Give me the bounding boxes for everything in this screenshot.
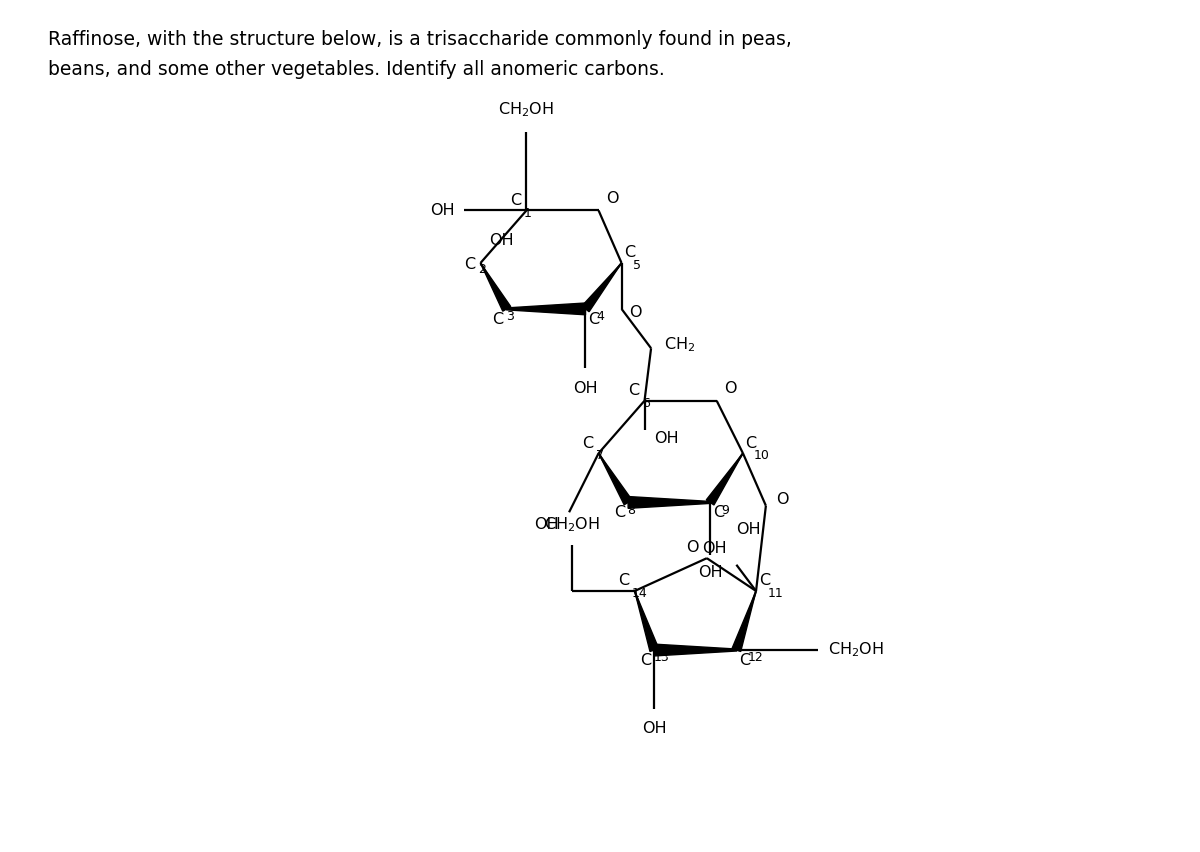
Text: 2: 2: [478, 263, 486, 276]
Polygon shape: [480, 263, 511, 311]
Text: C: C: [624, 245, 635, 261]
Text: OH: OH: [430, 203, 455, 218]
Text: C: C: [628, 383, 640, 398]
Text: 11: 11: [767, 587, 782, 600]
Text: CH$_2$OH: CH$_2$OH: [828, 641, 884, 659]
Polygon shape: [582, 263, 622, 312]
Polygon shape: [599, 453, 632, 504]
Polygon shape: [628, 497, 710, 509]
Text: C: C: [613, 505, 625, 520]
Text: O: O: [686, 540, 698, 555]
Polygon shape: [654, 644, 737, 656]
Text: OH: OH: [535, 517, 559, 532]
Text: O: O: [725, 381, 737, 396]
Text: 12: 12: [748, 652, 763, 665]
Text: 8: 8: [628, 504, 636, 517]
Text: 14: 14: [632, 587, 648, 600]
Text: OH: OH: [574, 381, 598, 396]
Text: C: C: [464, 256, 475, 272]
Text: C: C: [510, 193, 521, 208]
Text: beans, and some other vegetables. Identify all anomeric carbons.: beans, and some other vegetables. Identi…: [48, 60, 665, 78]
Polygon shape: [707, 453, 743, 505]
Text: 7: 7: [596, 449, 604, 463]
Text: 5: 5: [632, 259, 641, 272]
Text: 9: 9: [721, 504, 730, 517]
Text: OH: OH: [702, 541, 726, 556]
Polygon shape: [732, 591, 756, 652]
Polygon shape: [506, 303, 586, 314]
Text: 13: 13: [654, 652, 670, 665]
Text: 1: 1: [524, 207, 532, 220]
Text: Raffinose, with the structure below, is a trisaccharide commonly found in peas,: Raffinose, with the structure below, is …: [48, 30, 792, 49]
Text: 4: 4: [596, 310, 605, 323]
Text: 6: 6: [642, 397, 649, 410]
Text: OH: OH: [698, 565, 722, 579]
Text: O: O: [776, 492, 788, 507]
Text: C: C: [758, 573, 769, 589]
Text: CH$_2$OH: CH$_2$OH: [498, 100, 554, 118]
Text: 10: 10: [754, 449, 770, 463]
Text: OH: OH: [737, 521, 761, 537]
Text: C: C: [618, 573, 630, 589]
Text: C: C: [739, 653, 750, 668]
Text: C: C: [745, 435, 757, 451]
Text: C: C: [640, 653, 652, 668]
Text: C: C: [713, 505, 724, 520]
Text: OH: OH: [654, 430, 679, 446]
Text: C: C: [582, 435, 593, 451]
Text: C: C: [492, 312, 504, 326]
Polygon shape: [635, 591, 659, 652]
Text: OH: OH: [488, 233, 514, 249]
Text: O: O: [630, 305, 642, 320]
Text: CH$_2$: CH$_2$: [665, 336, 696, 354]
Text: OH: OH: [642, 721, 667, 736]
Text: C: C: [588, 312, 599, 326]
Text: 3: 3: [506, 310, 514, 323]
Text: O: O: [606, 191, 619, 206]
Text: CH$_2$OH: CH$_2$OH: [545, 515, 600, 534]
